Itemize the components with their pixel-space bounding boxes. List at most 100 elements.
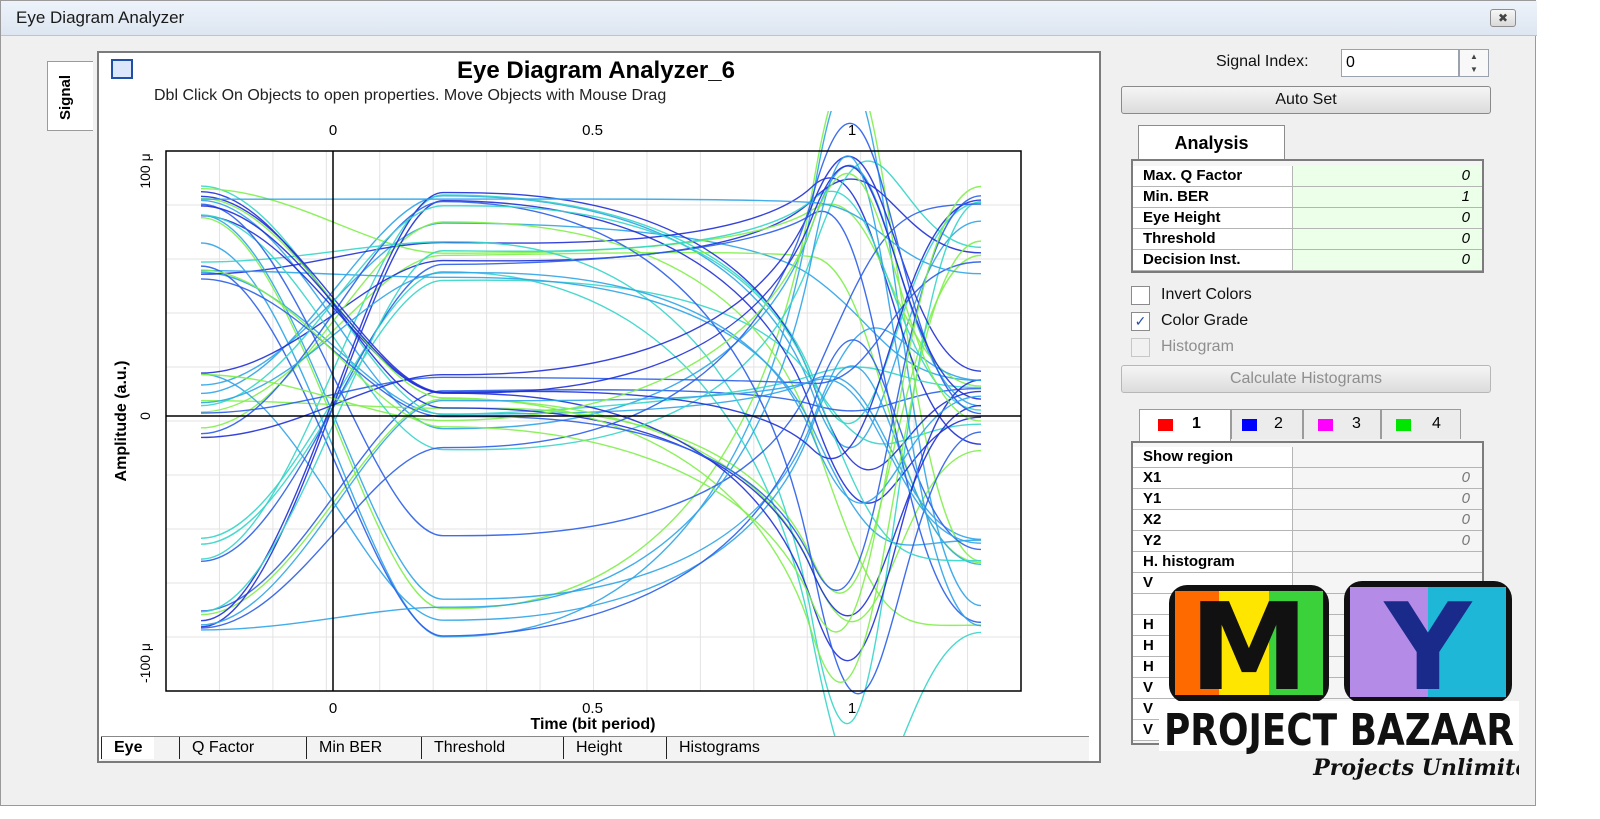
row-label: Decision Inst.	[1133, 250, 1293, 270]
row-value[interactable]: 0	[1293, 250, 1482, 270]
y-left-tick-label: 0	[137, 412, 153, 420]
tab-q-factor[interactable]: Q Factor	[179, 737, 266, 759]
x-axis-label: Time (bit period)	[530, 716, 655, 733]
region-3-label: 3	[1352, 415, 1361, 432]
table-row: X1 0	[1133, 468, 1482, 489]
eye-trace	[200, 210, 982, 624]
eye-trace	[200, 165, 982, 400]
chart-subtitle: Dbl Click On Objects to open properties.…	[154, 87, 667, 104]
tab-analysis[interactable]: Analysis	[1138, 125, 1285, 159]
row-label: Min. BER	[1133, 187, 1293, 207]
row-value[interactable]	[1293, 447, 1482, 467]
tab-region-3[interactable]: 3	[1303, 409, 1381, 439]
region-1-swatch	[1158, 419, 1173, 431]
invert-colors-label: Invert Colors	[1161, 286, 1252, 303]
eye-trace	[200, 205, 982, 562]
eye-trace	[200, 279, 982, 545]
eye-trace	[200, 160, 982, 451]
eye-trace	[200, 195, 982, 591]
histogram-label: Histogram	[1161, 338, 1234, 355]
eye-trace	[200, 200, 982, 628]
auto-set-button[interactable]: Auto Set	[1121, 86, 1491, 114]
tab-eye[interactable]: Eye	[101, 737, 155, 759]
eye-trace	[200, 194, 982, 560]
eye-trace	[200, 172, 982, 422]
region-4-swatch	[1396, 419, 1411, 431]
x-bottom-tick-label: 0.5	[582, 700, 603, 717]
row-label: H. histogram	[1133, 552, 1293, 572]
color-grade-checkbox[interactable]: ✓	[1131, 312, 1150, 331]
tab-signal[interactable]: Signal	[47, 61, 93, 131]
region-2-label: 2	[1274, 415, 1283, 432]
row-label: Y2	[1133, 531, 1293, 551]
table-row: Threshold 0	[1133, 229, 1482, 250]
close-button[interactable]: ✖	[1490, 9, 1516, 27]
project-bazaar-logo: M Y PROJECT BAZAAR Projects Unlimited	[1159, 579, 1519, 781]
eye-trace	[200, 387, 982, 612]
eye-trace	[200, 155, 982, 631]
row-value[interactable]: 1	[1293, 187, 1482, 207]
tab-region-4[interactable]: 4	[1381, 409, 1461, 439]
eye-trace	[200, 398, 982, 623]
table-row: Min. BER 1	[1133, 187, 1482, 208]
color-grade-label: Color Grade	[1161, 312, 1249, 329]
row-value[interactable]: 0	[1293, 166, 1482, 186]
plot-options-icon[interactable]	[111, 59, 133, 79]
row-value[interactable]: 0	[1461, 532, 1470, 549]
tab-threshold[interactable]: Threshold	[421, 737, 517, 759]
spin-down-icon[interactable]: ▼	[1470, 65, 1478, 74]
row-value[interactable]: 0	[1293, 208, 1482, 228]
eye-trace	[200, 365, 982, 621]
tab-region-1[interactable]: 1	[1139, 409, 1231, 441]
tab-signal-label: Signal	[57, 74, 74, 120]
signal-index-spinner[interactable]: ▲ ▼	[1459, 49, 1489, 77]
eye-trace	[200, 200, 982, 695]
table-row: Show region	[1133, 447, 1482, 468]
row-label: Eye Height	[1133, 208, 1293, 228]
eye-diagram-window: Eye Diagram Analyzer ✖ Signal Eye Diagra…	[0, 0, 1537, 806]
logo-m-mid	[1219, 591, 1269, 695]
spin-up-icon[interactable]: ▲	[1470, 52, 1478, 61]
tab-region-2[interactable]: 2	[1231, 409, 1303, 439]
row-value[interactable]	[1293, 552, 1482, 572]
histogram-checkbox[interactable]	[1131, 338, 1150, 357]
row-value[interactable]: 0	[1461, 469, 1470, 486]
y-left-tick-label: 100 μ	[137, 153, 153, 188]
logo-y-left	[1350, 587, 1428, 697]
window-title: Eye Diagram Analyzer	[16, 8, 185, 27]
signal-index-input[interactable]: 0	[1341, 49, 1459, 77]
plot-border	[165, 150, 1022, 692]
row-label: Max. Q Factor	[1133, 166, 1293, 186]
tab-histograms[interactable]: Histograms	[666, 737, 772, 759]
eye-trace	[200, 111, 982, 610]
eye-trace	[200, 214, 982, 600]
region-tabs: 1 2 3 4	[1139, 409, 1461, 441]
tab-height[interactable]: Height	[563, 737, 634, 759]
row-label: Y1	[1133, 489, 1293, 509]
region-1-label: 1	[1192, 415, 1201, 432]
plot-tabs: Eye Q Factor Min BER Threshold Height Hi…	[101, 736, 1089, 761]
logo-y-letter: Y	[1383, 579, 1474, 718]
table-row: Decision Inst. 0	[1133, 250, 1482, 271]
row-value[interactable]: 0	[1293, 229, 1482, 249]
row-label: Threshold	[1133, 229, 1293, 249]
eye-trace	[200, 203, 982, 537]
row-value[interactable]: 0	[1461, 490, 1470, 507]
y-axis-label: Amplitude (a.u.)	[113, 361, 130, 482]
row-label: X1	[1133, 468, 1293, 488]
tab-min-ber[interactable]: Min BER	[306, 737, 394, 759]
y-left-tick-label: -100 μ	[137, 643, 153, 683]
x-top-tick-label: 1	[848, 122, 856, 139]
logo-brand-text: PROJECT BAZAAR	[1164, 705, 1514, 756]
region-2-swatch	[1242, 419, 1257, 431]
calculate-histograms-button[interactable]: Calculate Histograms	[1121, 365, 1491, 393]
eye-trace	[200, 177, 982, 445]
eye-trace	[200, 270, 982, 736]
title-bar: Eye Diagram Analyzer ✖	[1, 1, 1537, 36]
eye-traces	[200, 111, 982, 736]
row-value[interactable]: 0	[1461, 511, 1470, 528]
plot-area	[106, 56, 1096, 736]
invert-colors-checkbox[interactable]	[1131, 286, 1150, 305]
eye-trace	[200, 155, 982, 439]
